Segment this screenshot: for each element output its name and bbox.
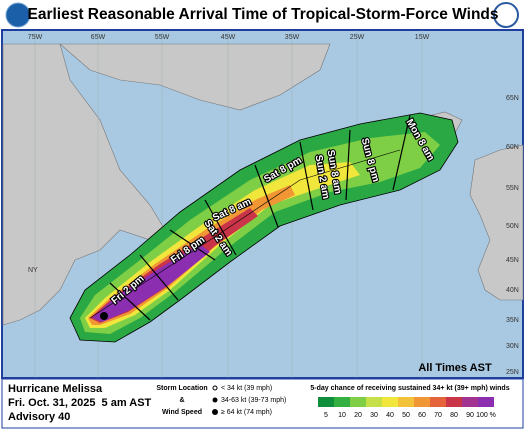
scale-swatch [398, 397, 414, 407]
longitude-label: 25W [350, 34, 365, 41]
scale-label: 30 [370, 412, 378, 419]
latitude-label: 35N [506, 317, 519, 324]
latitude-label: 30N [506, 343, 519, 350]
key-title: Wind Speed [162, 409, 202, 416]
scale-swatch [366, 397, 382, 407]
nws-logo [493, 2, 519, 28]
wind-swath [69, 112, 459, 343]
latitude-label: 25N [506, 369, 519, 376]
latitude-label: 45N [506, 257, 519, 264]
scale-swatch [446, 397, 462, 407]
scale-swatch [430, 397, 446, 407]
latitude-label: 40N [506, 287, 519, 294]
key-item: < 34 kt (39 mph) [221, 385, 272, 392]
scale-label: 40 [386, 412, 394, 419]
longitude-labels: 75W 65W 55W 45W 35W 25W 15W [28, 34, 430, 41]
scale-label: 100 % [476, 412, 496, 419]
scale-label: 70 [434, 412, 442, 419]
key-icon [212, 385, 218, 391]
scale-swatch [462, 397, 478, 407]
latitude-label: 55N [506, 185, 519, 192]
latitude-label: 60N [506, 144, 519, 151]
key-item: 34-63 kt (39-73 mph) [221, 397, 286, 404]
scale-swatch [478, 397, 494, 407]
latitude-labels: 65N 60N 55N 50N 45N 40N 35N 30N 25N [506, 95, 519, 376]
scale-swatch [382, 397, 398, 407]
key-title: & [179, 397, 184, 404]
scale-swatch [318, 397, 334, 407]
storm-name: Hurricane Melissa [8, 383, 103, 395]
longitude-label: 35W [285, 34, 300, 41]
noaa-logo [5, 2, 31, 28]
time-note: All Times AST [418, 362, 492, 374]
scale-label: 5 [324, 412, 328, 419]
place-label: NY [28, 267, 38, 274]
advisory-number: Advisory 40 [8, 411, 70, 423]
scale-label: 20 [354, 412, 362, 419]
advisory-date: Fri. Oct. 31, 2025 5 am AST [8, 397, 152, 409]
scale-swatch [414, 397, 430, 407]
scale-label: 50 [402, 412, 410, 419]
latitude-label: 65N [506, 95, 519, 102]
longitude-label: 55W [155, 34, 170, 41]
scale-swatch [350, 397, 366, 407]
key-title: Storm Location [156, 385, 207, 392]
color-scale: 5 10 20 30 40 50 60 70 80 90 100 % [318, 397, 496, 419]
scale-swatch [334, 397, 350, 407]
longitude-label: 15W [415, 34, 430, 41]
longitude-label: 45W [221, 34, 236, 41]
scale-label: 60 [418, 412, 426, 419]
scale-title: 5-day chance of receiving sustained 34+ … [310, 385, 509, 392]
key-icon [212, 397, 218, 403]
longitude-label: 65W [91, 34, 106, 41]
scale-label: 10 [338, 412, 346, 419]
key-item: ≥ 64 kt (74 mph) [221, 409, 272, 416]
scale-label: 90 [466, 412, 474, 419]
title: Earliest Reasonable Arrival Time of Trop… [27, 6, 498, 23]
key-icon [212, 409, 218, 415]
longitude-label: 75W [28, 34, 43, 41]
scale-label: 80 [450, 412, 458, 419]
latitude-label: 50N [506, 223, 519, 230]
